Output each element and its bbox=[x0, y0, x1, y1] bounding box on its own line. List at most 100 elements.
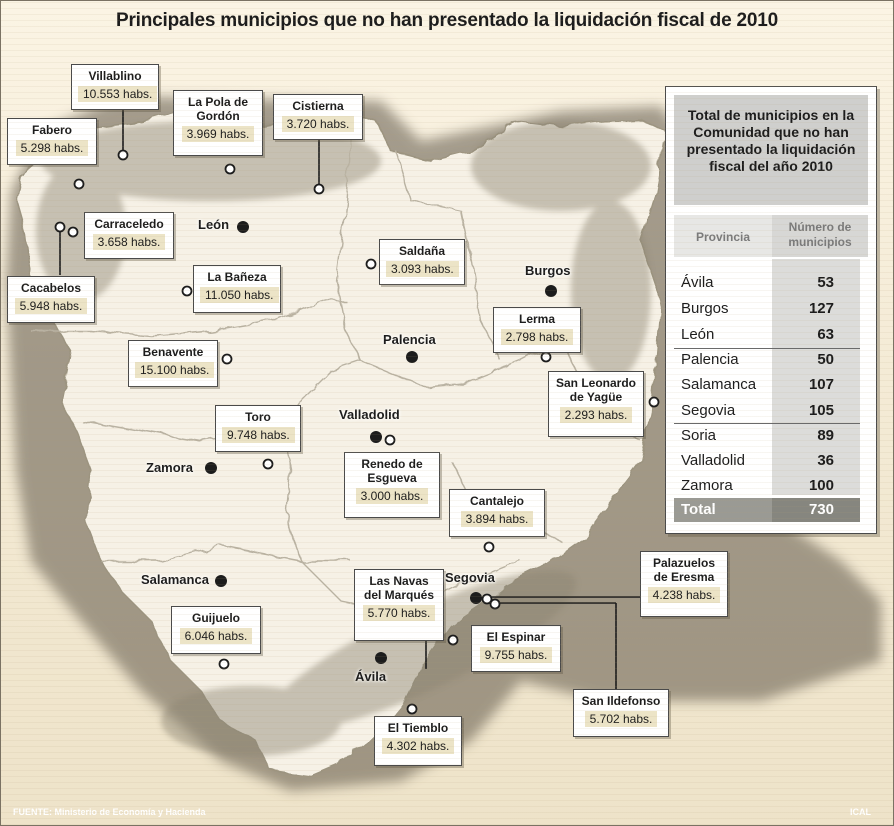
callout-fabero: Fabero 5.298 habs. bbox=[7, 118, 97, 165]
capital-label-avila: Ávila bbox=[355, 669, 387, 684]
capital-label-zamora: Zamora bbox=[146, 460, 193, 475]
capital-markers bbox=[205, 221, 557, 664]
table-row: Valladolid 36 bbox=[674, 448, 860, 473]
row-provincia: Soria bbox=[681, 427, 717, 444]
row-numero: 89 bbox=[817, 427, 834, 444]
callout-population: 6.046 habs. bbox=[179, 628, 253, 644]
callout-name: Las Navas del Marqués bbox=[363, 574, 435, 602]
capital-label-palencia: Palencia bbox=[383, 332, 436, 347]
callout-toro: Toro 9.748 habs. bbox=[215, 405, 301, 452]
callout-san-ildefonso: San Ildefonso 5.702 habs. bbox=[573, 689, 669, 737]
callout-population: 3.658 habs. bbox=[92, 234, 166, 250]
callout-name: Renedo de Esgueva bbox=[361, 457, 423, 485]
callout-las-navas-del-marques: Las Navas del Marqués 5.770 habs. bbox=[354, 569, 444, 641]
table-row: Palencia 50 bbox=[674, 347, 860, 372]
callout-population: 3.894 habs. bbox=[460, 511, 534, 527]
row-numero: 53 bbox=[817, 274, 834, 291]
callout-population: 4.238 habs. bbox=[647, 587, 721, 603]
callout-san-leonardo-de-yague: San Leonardo de Yagüe 2.293 habs. bbox=[548, 371, 644, 437]
mountain-relief bbox=[36, 121, 651, 756]
row-provincia: Segovia bbox=[681, 402, 736, 419]
callout-name: San Ildefonso bbox=[581, 694, 661, 708]
callout-population: 11.050 habs. bbox=[200, 287, 279, 303]
row-numero: 100 bbox=[808, 477, 834, 494]
callout-name: La Pola de Gordón bbox=[187, 95, 249, 123]
callout-population: 3.000 habs. bbox=[355, 488, 429, 504]
row-provincia: Palencia bbox=[681, 351, 739, 368]
callout-benavente: Benavente 15.100 habs. bbox=[128, 340, 218, 387]
row-provincia: Ávila bbox=[681, 274, 714, 291]
row-numero: 50 bbox=[817, 351, 834, 368]
callout-name: El Tiemblo bbox=[387, 721, 449, 735]
credit-label: ICAL bbox=[850, 807, 871, 817]
capital-label-leon: León bbox=[198, 217, 230, 232]
row-provincia: Burgos bbox=[681, 300, 729, 317]
table-row: Salamanca 107 bbox=[674, 372, 860, 397]
municipalities-table: Total de municipios en la Comunidad que … bbox=[665, 86, 877, 534]
town-markers bbox=[54, 149, 660, 715]
callout-population: 15.100 habs. bbox=[135, 362, 215, 378]
callout-carraceledo: Carraceledo 3.658 habs. bbox=[84, 212, 174, 259]
callout-name: Saldaña bbox=[398, 244, 446, 258]
callout-cistierna: Cistierna 3.720 habs. bbox=[273, 94, 363, 140]
callout-renedo-de-esgueva: Renedo de Esgueva 3.000 habs. bbox=[344, 452, 440, 518]
table-row: Burgos 127 bbox=[674, 296, 860, 321]
callout-name: Palazuelos de Eresma bbox=[652, 556, 716, 584]
callout-cantalejo: Cantalejo 3.894 habs. bbox=[449, 489, 545, 537]
table-total-row: Total 730 bbox=[674, 498, 860, 522]
row-provincia: Zamora bbox=[681, 477, 733, 494]
callout-population: 3.720 habs. bbox=[281, 116, 355, 132]
callout-name: San Leonardo de Yagüe bbox=[555, 376, 636, 404]
callout-name: Cistierna bbox=[292, 99, 344, 113]
table-row: Ávila 53 bbox=[674, 270, 860, 295]
callout-population: 4.302 habs. bbox=[381, 738, 455, 754]
callout-guijuelo: Guijuelo 6.046 habs. bbox=[171, 606, 261, 654]
table-row: Zamora 100 bbox=[674, 473, 860, 498]
source-note: FUENTE: Ministerio de Economía y Haciend… bbox=[13, 807, 206, 817]
callout-population: 9.755 habs. bbox=[479, 647, 553, 663]
table-header: Provincia Número de municipios bbox=[674, 215, 868, 257]
callout-name: Lerma bbox=[518, 312, 556, 326]
callout-population: 10.553 habs. bbox=[78, 86, 158, 102]
table-title: Total de municipios en la Comunidad que … bbox=[674, 95, 868, 205]
table-row: Segovia 105 bbox=[674, 398, 860, 423]
row-divider bbox=[674, 348, 860, 349]
total-value: 730 bbox=[808, 501, 834, 518]
number-column-bg bbox=[772, 259, 860, 495]
callout-la-baneza: La Bañeza 11.050 habs. bbox=[193, 265, 281, 313]
callout-population: 3.969 habs. bbox=[181, 126, 255, 142]
callout-population: 9.748 habs. bbox=[222, 427, 295, 443]
callout-la-pola-de-gordon: La Pola de Gordón 3.969 habs. bbox=[173, 90, 263, 156]
row-numero: 36 bbox=[817, 452, 834, 469]
row-provincia: Salamanca bbox=[681, 376, 757, 393]
callout-saldana: Saldaña 3.093 habs. bbox=[379, 239, 465, 285]
callout-name: Cantalejo bbox=[469, 494, 524, 508]
row-provincia: León bbox=[681, 326, 715, 343]
callout-palazuelos-de-eresma: Palazuelos de Eresma 4.238 habs. bbox=[640, 551, 728, 617]
column-header-numero: Número de municipios bbox=[772, 215, 868, 257]
column-header-provincia: Provincia bbox=[696, 230, 751, 244]
row-numero: 63 bbox=[817, 326, 834, 343]
callout-population: 5.948 habs. bbox=[14, 298, 88, 314]
callout-population: 5.770 habs. bbox=[362, 605, 436, 621]
row-numero: 107 bbox=[808, 376, 834, 393]
row-numero: 127 bbox=[808, 300, 834, 317]
capital-label-salamanca: Salamanca bbox=[141, 572, 209, 587]
callout-name: El Espinar bbox=[486, 630, 546, 644]
callout-population: 3.093 habs. bbox=[386, 261, 459, 277]
callout-name: Benavente bbox=[142, 345, 204, 359]
leader-lines bbox=[59, 109, 641, 689]
callout-el-espinar: El Espinar 9.755 habs. bbox=[471, 625, 561, 672]
callout-population: 2.798 habs. bbox=[500, 329, 574, 345]
total-number-bg bbox=[772, 498, 860, 522]
callout-population: 5.702 habs. bbox=[584, 711, 658, 727]
callout-name: Guijuelo bbox=[192, 611, 240, 625]
capital-label-burgos: Burgos bbox=[525, 263, 571, 278]
callout-population: 2.293 habs. bbox=[559, 407, 633, 423]
table-row: León 63 bbox=[674, 322, 860, 347]
callout-population: 5.298 habs. bbox=[15, 140, 89, 156]
callout-name: Villablino bbox=[88, 69, 142, 83]
capital-label-valladolid: Valladolid bbox=[339, 407, 400, 422]
table-row: Soria 89 bbox=[674, 423, 860, 448]
